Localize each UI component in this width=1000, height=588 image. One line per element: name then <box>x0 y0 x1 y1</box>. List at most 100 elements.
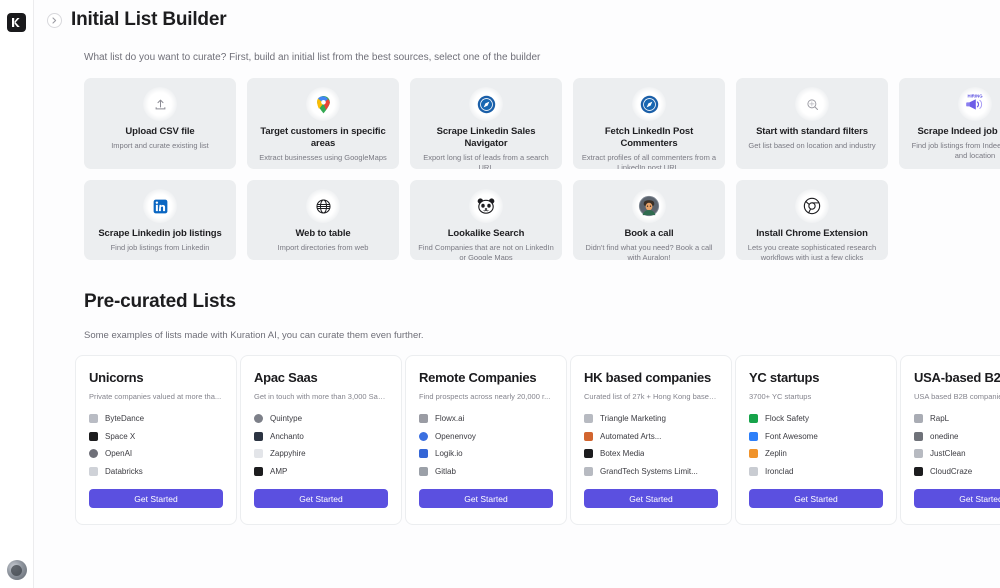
list-item: AMP <box>254 463 388 481</box>
flock-safety-logo-icon <box>749 414 758 424</box>
get-started-button[interactable]: Get Started <box>89 489 223 508</box>
amp-logo-icon <box>254 466 263 476</box>
sales-navigator-icon <box>469 87 503 121</box>
list-item: Zappyhire <box>254 445 388 463</box>
source-card-upload-csv[interactable]: Upload CSV file Import and curate existi… <box>84 78 236 169</box>
user-avatar[interactable] <box>7 560 27 580</box>
databricks-logo-icon <box>89 466 98 476</box>
get-started-button[interactable]: Get Started <box>749 489 883 508</box>
list-item: Flock Safety <box>749 410 883 428</box>
left-sidebar <box>0 0 34 588</box>
source-card-indeed[interactable]: HIRING Scrape Indeed job listings Find j… <box>899 78 1000 169</box>
onedine-logo-icon <box>914 431 923 441</box>
flowx-logo-icon <box>419 414 428 424</box>
company-name: Space X <box>105 431 136 441</box>
precurated-lists-grid: Unicorns Private companies valued at mor… <box>75 355 1000 525</box>
source-card-desc: Import directories from web <box>277 242 369 252</box>
source-card-desc: Lets you create sophisticated research w… <box>747 242 877 260</box>
filter-icon <box>795 87 829 121</box>
list-item: onedine <box>914 428 1000 446</box>
source-card-book-a-call[interactable]: Book a call Didn't find what you need? B… <box>573 180 725 260</box>
source-card-title: Target customers in specific areas <box>260 126 386 149</box>
precurated-card-hk-based-companies[interactable]: HK based companies Curated list of 27k +… <box>570 355 732 525</box>
list-desc: Get in touch with more than 3,000 Saa... <box>254 392 388 401</box>
precurated-card-yc-startups[interactable]: YC startups 3700+ YC startups Flock Safe… <box>735 355 897 525</box>
source-card-web-to-table[interactable]: Web to table Import directories from web <box>247 180 399 260</box>
list-item: CloudCraze <box>914 463 1000 481</box>
source-card-title: Scrape Linkedin Sales Navigator <box>436 126 536 149</box>
get-started-button[interactable]: Get Started <box>419 489 553 508</box>
list-desc: Find prospects across nearly 20,000 r... <box>419 392 551 401</box>
grandtech-logo-icon <box>584 466 593 476</box>
company-name: GrandTech Systems Limit... <box>600 466 698 476</box>
precurated-card-remote-companies[interactable]: Remote Companies Find prospects across n… <box>405 355 567 525</box>
source-card-title: Install Chrome Extension <box>756 228 868 239</box>
source-card-google-maps[interactable]: Target customers in specific areas Extra… <box>247 78 399 169</box>
kuration-logo-icon[interactable] <box>7 13 26 32</box>
list-item: Botex Media <box>584 445 718 463</box>
company-name: Triangle Marketing <box>600 414 666 424</box>
anchanto-logo-icon <box>254 431 263 441</box>
main-content: Initial List Builder What list do you wa… <box>34 0 1000 588</box>
list-title: Unicorns <box>89 370 144 385</box>
list-title: Remote Companies <box>419 370 537 385</box>
company-name: OpenAI <box>105 449 133 459</box>
source-cards-grid: Upload CSV file Import and curate existi… <box>84 78 1000 260</box>
list-item: Anchanto <box>254 428 388 446</box>
source-card-linkedin-jobs[interactable]: Scrape Linkedin job listings Find job li… <box>84 180 236 260</box>
company-name: Gitlab <box>435 466 456 476</box>
company-name: RapL <box>930 414 950 424</box>
company-name: Zeplin <box>765 449 787 459</box>
company-list: Flock Safety Font Awesome Zeplin Ironcla… <box>749 410 883 480</box>
list-item: Flowx.ai <box>419 410 553 428</box>
quintype-logo-icon <box>254 414 263 424</box>
get-started-button[interactable]: Get Started <box>584 489 718 508</box>
list-desc: Curated list of 27k + Hong Kong based... <box>584 392 718 401</box>
zappyhire-logo-icon <box>254 449 263 459</box>
source-card-standard-filters[interactable]: Start with standard filters Get list bas… <box>736 78 888 169</box>
list-item: Openenvoy <box>419 428 553 446</box>
sales-navigator-icon <box>632 87 666 121</box>
chevron-right-icon[interactable] <box>47 12 62 28</box>
get-started-button[interactable]: Get Started <box>914 489 1000 508</box>
company-name: Automated Arts... <box>600 431 662 441</box>
company-name: Openenvoy <box>435 431 476 441</box>
list-item: Automated Arts... <box>584 428 718 446</box>
source-card-chrome-extension[interactable]: Install Chrome Extension Lets you create… <box>736 180 888 260</box>
bytedance-logo-icon <box>89 414 98 424</box>
company-name: Anchanto <box>270 431 304 441</box>
spacex-logo-icon <box>89 431 98 441</box>
source-card-sales-navigator[interactable]: Scrape Linkedin Sales Navigator Export l… <box>410 78 562 169</box>
company-name: Flock Safety <box>765 414 810 424</box>
company-name: ByteDance <box>105 414 145 424</box>
source-card-desc: Extract businesses using GoogleMaps <box>259 152 387 162</box>
list-title: YC startups <box>749 370 820 385</box>
source-card-title: Lookalike Search <box>447 228 525 239</box>
justclean-logo-icon <box>914 449 923 459</box>
source-card-desc: Get list based on location and industry <box>748 140 876 150</box>
page-title: Initial List Builder <box>71 9 227 30</box>
source-card-desc: Find job listings from Linkedin <box>110 242 210 252</box>
precurated-card-unicorns[interactable]: Unicorns Private companies valued at mor… <box>75 355 237 525</box>
source-card-title: Book a call <box>624 228 674 239</box>
chrome-icon <box>795 189 829 223</box>
company-name: Quintype <box>270 414 303 424</box>
list-desc: 3700+ YC startups <box>749 392 812 401</box>
source-card-post-commenters[interactable]: Fetch LinkedIn Post Commenters Extract p… <box>573 78 725 169</box>
source-card-title: Fetch LinkedIn Post Commenters <box>604 126 694 149</box>
precurated-card-usa-b2b[interactable]: USA-based B2B com... USA based B2B compa… <box>900 355 1000 525</box>
page-header: Initial List Builder <box>34 0 1000 40</box>
source-card-lookalike-search[interactable]: Lookalike Search Find Companies that are… <box>410 180 562 260</box>
precurated-title: Pre-curated Lists <box>84 291 236 312</box>
list-item: JustClean <box>914 445 1000 463</box>
list-item: GrandTech Systems Limit... <box>584 463 718 481</box>
rapl-logo-icon <box>914 414 923 424</box>
triangle-marketing-logo-icon <box>584 414 593 424</box>
get-started-button[interactable]: Get Started <box>254 489 388 508</box>
list-item: Ironclad <box>749 463 883 481</box>
source-card-desc: Extract profiles of all commenters from … <box>581 152 717 169</box>
list-title: HK based companies <box>584 370 711 385</box>
precurated-card-apac-saas[interactable]: Apac Saas Get in touch with more than 3,… <box>240 355 402 525</box>
list-item: Triangle Marketing <box>584 410 718 428</box>
